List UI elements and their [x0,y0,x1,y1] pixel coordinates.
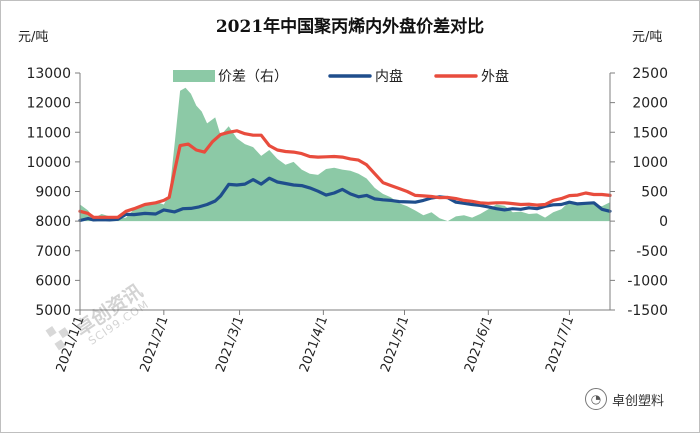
legend-swatch [173,70,215,82]
brand-logo: ◔ 卓创塑料 [585,387,664,411]
right-axis-unit: 元/吨 [632,30,662,45]
left-tick-label: 9000 [35,185,71,201]
right-tick-label: 500 [641,185,668,201]
left-tick-label: 10000 [26,155,71,171]
x-tick-label: 2021/7/1 [543,314,577,374]
x-tick-group: 2021/1/1 2021/2/1 2021/3/1 2021/4/1 2021/5/1… [54,310,577,374]
line-layer [78,129,612,223]
right-tick-label: -1000 [627,273,668,289]
left-tick-label: 11000 [26,125,71,141]
left-tick-label: 8000 [35,214,71,230]
right-tick-label: 1000 [632,155,668,171]
right-tick-label: 1500 [632,125,668,141]
x-tick-label: 2021/5/1 [378,314,412,374]
left-tick-label: 6000 [35,273,71,289]
x-tick-label: 2021/4/1 [297,314,331,374]
legend: 价差（右） 内盘 外盘 [173,68,509,85]
right-tick-label: -1500 [627,303,668,319]
left-axis-unit: 元/吨 [18,30,48,45]
legend-label: 内盘 [375,68,403,85]
area-layer [80,87,610,222]
left-tick-label: 7000 [35,244,71,260]
domestic-price-line [78,176,612,223]
right-tick-label: 2000 [632,96,668,112]
right-tick-label: -500 [636,244,668,260]
legend-label: 外盘 [481,68,509,85]
import-price-line [78,129,612,219]
x-tick-label: 2021/2/1 [138,314,172,374]
x-tick-label: 2021/6/1 [462,314,496,374]
legend-label: 价差（右） [218,69,288,85]
right-tick-label: 0 [659,214,668,230]
wechat-icon: ◔ [585,388,607,410]
left-tick-group: 13000 12000 11000 10000 9000 8000 7000 6000 5000 [26,66,80,319]
x-tick-label: 2021/3/1 [213,314,247,374]
right-tick-label: 2500 [632,66,668,82]
brand-logo-text: 卓创塑料 [612,393,665,409]
x-tick-label: 2021/1/1 [54,314,88,374]
left-tick-label: 13000 [26,66,71,82]
right-tick-group: 2500 2000 1500 1000 500 0 -500 -1000 -1500 [610,66,668,319]
left-tick-label: 5000 [35,303,71,319]
chart-title: 2021年中国聚丙烯内外盘价差对比 [216,16,484,37]
left-tick-label: 12000 [26,96,71,112]
spread-area [80,87,610,222]
